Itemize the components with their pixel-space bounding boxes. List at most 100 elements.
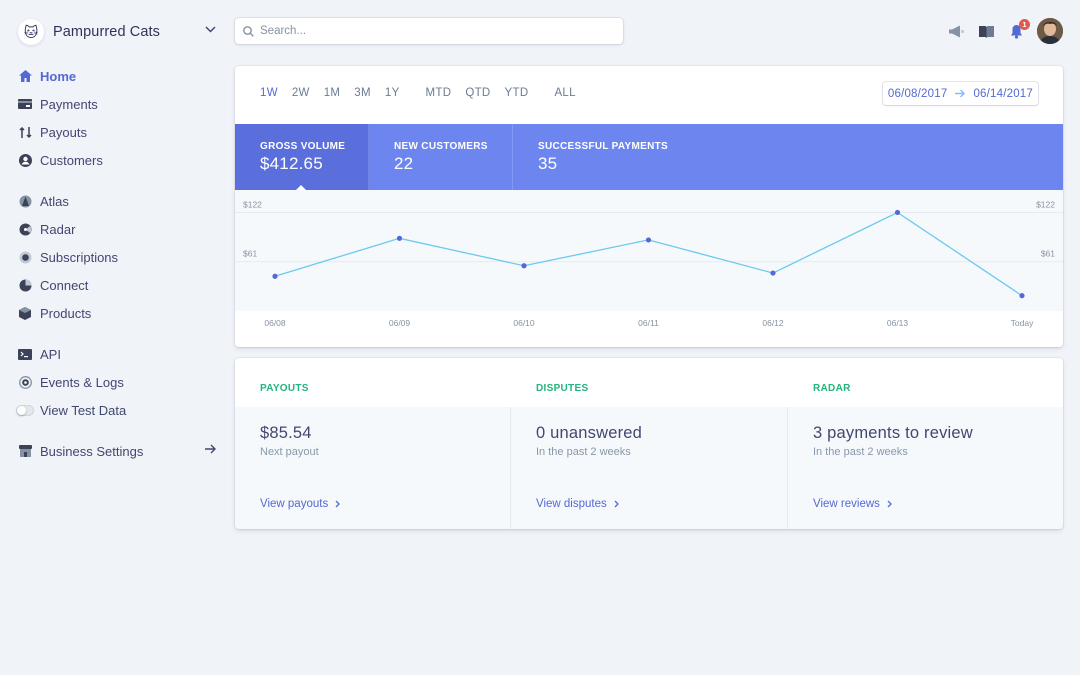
metric-new-customers[interactable]: New Customers 22 xyxy=(369,124,513,190)
cat-logo-icon: 🐱 xyxy=(18,19,44,45)
view-disputes-link[interactable]: View disputes xyxy=(536,498,619,510)
link-label: View disputes xyxy=(536,498,607,510)
sidebar-item-payouts[interactable]: Payouts xyxy=(18,118,218,146)
sidebar-item-label: Payouts xyxy=(40,124,87,140)
sidebar-item-label: Business Settings xyxy=(40,443,144,459)
chevron-right-icon xyxy=(335,500,341,508)
section-heading: Disputes xyxy=(536,383,589,394)
disputes-section: Disputes 0 unanswered In the past 2 week… xyxy=(511,358,787,529)
radar-section: Radar 3 payments to review In the past 2… xyxy=(788,358,1063,529)
date-start: 06/08/2017 xyxy=(887,87,948,100)
radar-icon xyxy=(18,222,32,236)
metric-label: New Customers xyxy=(394,141,488,152)
toggle-switch[interactable] xyxy=(16,404,34,416)
metric-label: Successful Payments xyxy=(538,141,668,152)
notification-badge: 1 xyxy=(1019,19,1030,30)
date-range-picker[interactable]: 06/08/2017 06/14/2017 xyxy=(883,82,1038,105)
x-tick-label: 06/12 xyxy=(762,318,784,328)
x-tick-label: Today xyxy=(1011,318,1034,328)
sidebar-item-subscriptions[interactable]: Subscriptions xyxy=(18,243,218,271)
data-point xyxy=(396,235,403,241)
range-ytd[interactable]: YTD xyxy=(504,87,529,99)
x-tick-label: 06/09 xyxy=(389,318,411,328)
account-switcher[interactable]: 🐱 Pampurred Cats xyxy=(18,18,218,46)
search-input[interactable] xyxy=(260,25,600,37)
data-point xyxy=(894,209,901,216)
metric-value: 35 xyxy=(538,154,558,173)
sidebar-item-radar[interactable]: Radar xyxy=(18,215,218,243)
range-1m[interactable]: 1M xyxy=(323,87,341,99)
customers-icon xyxy=(18,153,32,167)
metric-value: 22 xyxy=(394,154,414,173)
book-icon[interactable] xyxy=(977,22,995,40)
sidebar-item-label: API xyxy=(40,346,61,362)
sidebar-nav-products: Atlas Radar Subscriptions Connect Produc… xyxy=(18,187,218,327)
data-point xyxy=(770,270,776,276)
avatar[interactable] xyxy=(1037,18,1063,44)
sidebar-item-events-logs[interactable]: Events & Logs xyxy=(18,368,218,396)
sidebar-item-label: Subscriptions xyxy=(40,249,119,265)
arrow-right-icon xyxy=(955,89,966,98)
range-1y[interactable]: 1Y xyxy=(384,87,400,99)
metric-successful-payments[interactable]: Successful Payments 35 xyxy=(513,124,713,190)
series-line xyxy=(274,211,1023,297)
bell-icon[interactable]: 1 xyxy=(1007,19,1030,40)
range-mtd[interactable]: MTD xyxy=(425,87,452,99)
sidebar-item-customers[interactable]: Customers xyxy=(18,146,218,174)
range-3m[interactable]: 3M xyxy=(354,87,371,99)
sidebar-nav-settings: Business Settings xyxy=(18,437,218,465)
events-icon xyxy=(18,375,32,389)
data-point xyxy=(645,237,652,243)
range-2w[interactable]: 2W xyxy=(291,87,310,99)
atlas-icon xyxy=(18,194,32,208)
terminal-icon xyxy=(18,347,32,361)
chevron-right-icon xyxy=(887,500,892,508)
megaphone-icon[interactable] xyxy=(947,22,965,40)
payments-icon xyxy=(18,97,32,111)
payouts-section: Payouts $85.54 Next payout View payouts xyxy=(235,358,510,529)
sidebar-item-business-settings[interactable]: Business Settings xyxy=(18,437,218,465)
search-icon xyxy=(243,25,254,37)
date-end: 06/14/2017 xyxy=(973,87,1033,100)
sidebar-item-label: View Test Data xyxy=(40,402,127,418)
store-icon xyxy=(18,444,32,458)
section-subtext: Next payout xyxy=(260,446,319,458)
sidebar-item-label: Radar xyxy=(40,221,76,237)
disputes-count: 0 unanswered xyxy=(536,424,643,442)
subscriptions-icon xyxy=(18,250,32,264)
arrow-right-icon xyxy=(205,444,216,454)
line-chart: $61 $61 $122 $122 06/08 06/09 06/10 06/11 06/12 0… xyxy=(235,199,1063,328)
sidebar-item-label: Products xyxy=(40,305,92,321)
section-body: 0 unanswered In the past 2 weeks View di… xyxy=(511,407,787,529)
sidebar-item-home[interactable]: Home xyxy=(18,62,218,90)
sidebar-item-connect[interactable]: Connect xyxy=(18,271,218,299)
range-qtd[interactable]: QTD xyxy=(465,87,491,99)
search-bar[interactable] xyxy=(235,18,623,44)
range-all[interactable]: ALL xyxy=(554,87,576,99)
chart-x-axis-area xyxy=(235,311,1063,347)
sidebar-item-payments[interactable]: Payments xyxy=(18,90,218,118)
link-label: View reviews xyxy=(813,498,880,510)
account-name: Pampurred Cats xyxy=(53,24,160,40)
section-body: 3 payments to review In the past 2 weeks… xyxy=(788,407,1063,529)
view-payouts-link[interactable]: View payouts xyxy=(260,498,341,510)
reviews-count: 3 payments to review xyxy=(813,424,973,442)
metric-gross-volume[interactable]: Gross Volume $412.65 xyxy=(235,124,369,191)
test-data-toggle[interactable]: View Test Data xyxy=(16,396,218,424)
range-1w[interactable]: 1W xyxy=(260,87,278,99)
sidebar-item-atlas[interactable]: Atlas xyxy=(18,187,218,215)
sidebar-nav-primary: Home Payments Payouts Customers xyxy=(18,62,218,174)
divider xyxy=(510,407,511,529)
link-label: View payouts xyxy=(260,498,329,510)
x-tick-label: 06/13 xyxy=(887,318,909,328)
view-reviews-link[interactable]: View reviews xyxy=(813,498,892,510)
sidebar-item-label: Payments xyxy=(40,96,98,112)
divider xyxy=(787,407,788,529)
section-subtext: In the past 2 weeks xyxy=(813,446,908,458)
sidebar-item-api[interactable]: API xyxy=(18,340,218,368)
sidebar-item-label: Atlas xyxy=(40,193,69,209)
sidebar-item-label: Customers xyxy=(40,152,103,168)
sidebar-item-products[interactable]: Products xyxy=(18,299,218,327)
home-icon xyxy=(18,69,32,83)
y-tick-label: $122 xyxy=(243,199,262,209)
